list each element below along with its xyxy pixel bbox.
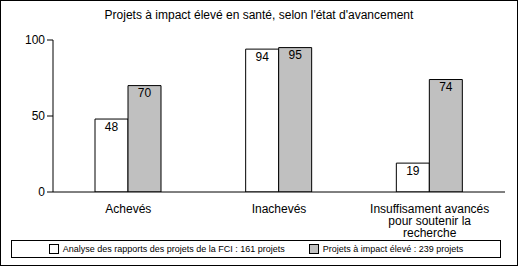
html-text:Projets à impact élevé : 239 p: Projets à impact élevé : 239 projets bbox=[322, 244, 464, 254]
svg-text:48: 48 bbox=[105, 120, 119, 134]
html-text:Projets à impact élevé en sant: Projets à impact élevé en santé, selon l… bbox=[104, 8, 414, 22]
svg-text:19: 19 bbox=[406, 164, 420, 178]
svg-text:50: 50 bbox=[32, 109, 46, 123]
svg-text:94: 94 bbox=[255, 50, 269, 64]
svg-text:Insuffisament avancéspour sout: Insuffisament avancéspour soutenir larec… bbox=[370, 202, 489, 240]
svg-text:100: 100 bbox=[25, 33, 45, 47]
html-text:Analyse des rapports des proje: Analyse des rapports des projets de la F… bbox=[62, 244, 285, 254]
svg-text:Inachevés: Inachevés bbox=[252, 202, 307, 216]
svg-text:95: 95 bbox=[288, 48, 302, 62]
svg-text:70: 70 bbox=[138, 86, 152, 100]
svg-text:74: 74 bbox=[439, 80, 453, 94]
svg-text:Achevés: Achevés bbox=[105, 202, 151, 216]
svg-text:0: 0 bbox=[38, 185, 45, 199]
